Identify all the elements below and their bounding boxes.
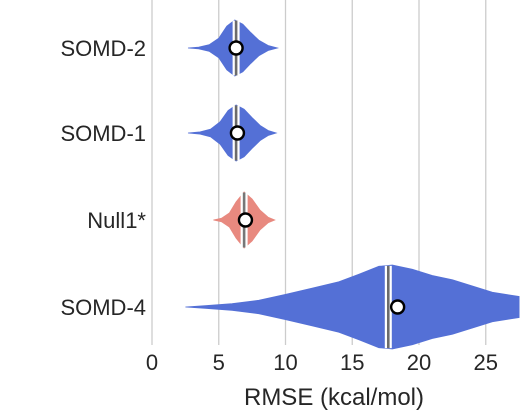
x-tick-label: 20 (407, 350, 431, 375)
mean-marker (229, 125, 246, 141)
violin-body (185, 264, 520, 350)
category-label: SOMD-1 (60, 121, 146, 146)
violin-somd-2 (187, 19, 280, 77)
violin-somd-4 (185, 264, 520, 350)
x-tick-label: 15 (340, 350, 364, 375)
category-labels: SOMD-2 SOMD-1 Null1* SOMD-4 (60, 36, 146, 320)
violin-series (185, 19, 520, 350)
x-axis-ticks: 0 5 10 15 20 25 (146, 350, 498, 375)
x-tick-label: 5 (213, 350, 225, 375)
x-tick-label: 25 (474, 350, 498, 375)
x-tick-label: 0 (146, 350, 158, 375)
category-label: SOMD-2 (60, 36, 146, 61)
x-tick-label: 10 (273, 350, 297, 375)
category-label: SOMD-4 (60, 295, 146, 320)
x-axis-label: RMSE (kcal/mol) (244, 384, 424, 411)
category-label: Null1* (87, 208, 146, 233)
mean-marker (228, 40, 244, 56)
violin-null1- (213, 191, 276, 249)
mean-marker (237, 212, 254, 228)
mean-marker (389, 299, 406, 315)
violin-somd-1 (187, 104, 278, 162)
